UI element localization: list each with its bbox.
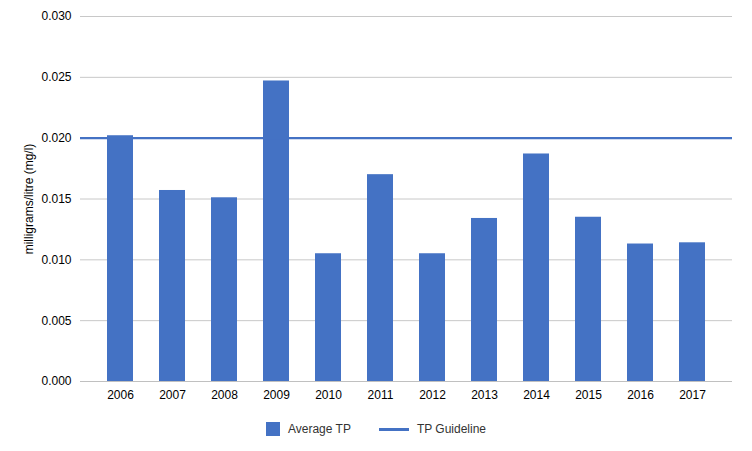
svg-text:2008: 2008 [211,388,238,402]
svg-text:2009: 2009 [263,388,290,402]
html-text:Average TP: Average TP [288,422,351,436]
svg-text:2017: 2017 [679,388,706,402]
svg-text:0.020: 0.020 [41,131,71,145]
svg-text:2012: 2012 [419,388,446,402]
svg-text:0.025: 0.025 [41,70,71,84]
svg-text:0.000: 0.000 [41,374,71,388]
svg-text:0.010: 0.010 [41,253,71,267]
svg-text:2007: 2007 [159,388,186,402]
svg-text:0.015: 0.015 [41,192,71,206]
svg-text:2015: 2015 [575,388,602,402]
svg-text:2010: 2010 [315,388,342,402]
html-text:TP Guideline: TP Guideline [416,422,486,436]
svg-text:2011: 2011 [368,388,394,402]
svg-text:2006: 2006 [107,388,134,402]
svg-text:0.030: 0.030 [41,9,71,23]
svg-text:0.005: 0.005 [41,314,71,328]
svg-text:2016: 2016 [627,388,654,402]
svg-text:milligrams/litre (mg/l): milligrams/litre (mg/l) [22,144,36,255]
svg-text:2013: 2013 [471,388,498,402]
svg-text:2014: 2014 [523,388,550,402]
